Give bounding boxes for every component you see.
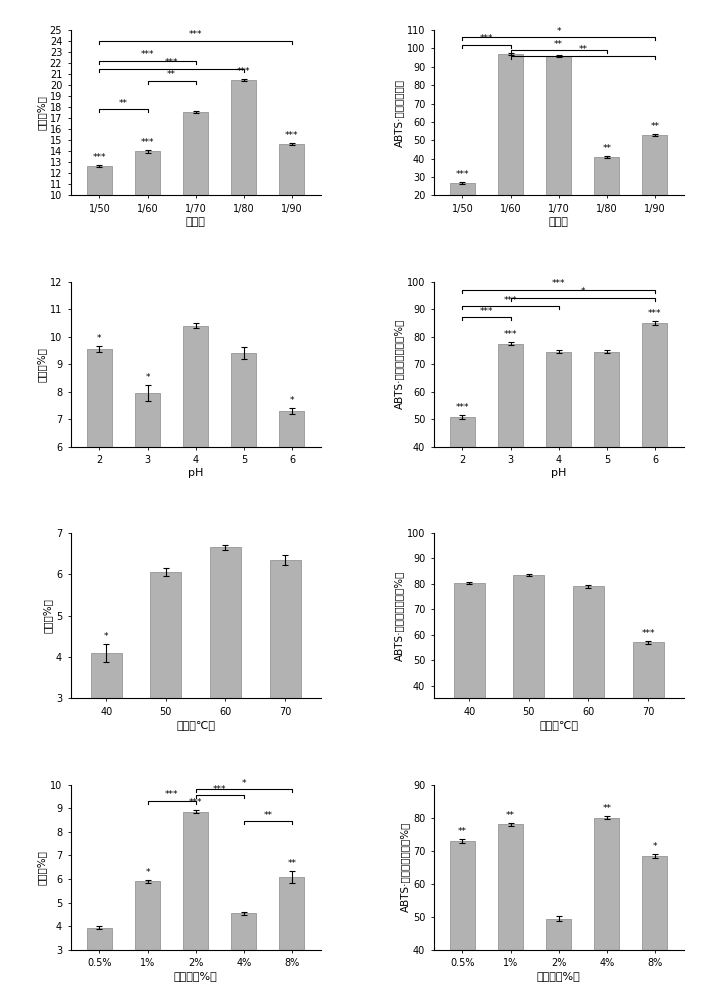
X-axis label: 料液比: 料液比 — [185, 217, 206, 227]
X-axis label: pH: pH — [551, 468, 566, 478]
Text: *: * — [145, 373, 149, 382]
Bar — [546, 56, 571, 232]
Text: ***: *** — [92, 153, 106, 162]
Bar — [450, 183, 475, 232]
Text: ***: *** — [455, 170, 469, 179]
Text: **: ** — [578, 45, 587, 54]
Text: ***: *** — [165, 790, 178, 799]
Bar — [210, 547, 241, 823]
Bar — [498, 54, 523, 232]
Bar — [87, 166, 112, 306]
Bar — [183, 112, 208, 306]
Y-axis label: ABTS·自由基清除率: ABTS·自由基清除率 — [394, 79, 404, 147]
Bar — [450, 841, 475, 1000]
Bar — [279, 144, 305, 306]
Text: **: ** — [651, 122, 659, 131]
Bar — [231, 353, 257, 612]
Text: *: * — [653, 842, 657, 851]
Y-axis label: ABTS·自由基清除率（%）: ABTS·自由基清除率（%） — [394, 319, 404, 409]
Bar — [594, 157, 619, 232]
Text: ***: *** — [642, 629, 655, 638]
Text: ***: *** — [165, 58, 178, 67]
Bar — [231, 913, 257, 1000]
Text: **: ** — [602, 804, 611, 813]
Text: *: * — [290, 396, 294, 405]
Bar — [546, 352, 571, 557]
Y-axis label: ABTS·自由基清除率（%）: ABTS·自由基清除率（%） — [394, 571, 404, 661]
Text: ***: *** — [237, 67, 250, 76]
Bar — [269, 560, 300, 823]
Y-axis label: 得率（%）: 得率（%） — [37, 850, 47, 885]
Bar — [135, 881, 160, 1000]
Text: ***: *** — [189, 30, 202, 39]
Bar — [150, 572, 181, 823]
Text: *: * — [556, 27, 561, 36]
Text: ***: *** — [141, 50, 154, 59]
Text: **: ** — [264, 811, 272, 820]
Bar — [546, 919, 571, 1000]
Bar — [231, 80, 257, 306]
Text: **: ** — [288, 859, 297, 868]
Text: *: * — [104, 632, 109, 641]
Y-axis label: 得率（%）: 得率（%） — [37, 95, 47, 130]
Text: *: * — [242, 779, 246, 788]
Bar — [642, 856, 668, 1000]
Text: ***: *** — [455, 403, 469, 412]
Bar — [513, 575, 544, 788]
Bar — [594, 818, 619, 1000]
Bar — [135, 393, 160, 612]
Text: ***: *** — [504, 330, 517, 339]
Text: ***: *** — [479, 307, 493, 316]
Text: ***: *** — [141, 138, 154, 147]
Text: ***: *** — [479, 34, 493, 43]
Bar — [632, 642, 663, 788]
Bar — [279, 877, 305, 1000]
X-axis label: 加酶量（%）: 加酶量（%） — [537, 971, 580, 981]
Text: **: ** — [119, 99, 128, 108]
Bar — [573, 586, 604, 788]
Bar — [594, 352, 619, 557]
Text: ***: *** — [552, 279, 565, 288]
Bar — [87, 928, 112, 1000]
Bar — [498, 344, 523, 557]
Text: **: ** — [458, 827, 467, 836]
Bar — [183, 812, 208, 1000]
X-axis label: pH: pH — [188, 468, 203, 478]
Bar — [642, 135, 668, 232]
Text: *: * — [145, 868, 149, 877]
Y-axis label: ABTS·自由基清除率（%）: ABTS·自由基清除率（%） — [400, 822, 410, 912]
Bar — [454, 583, 485, 788]
X-axis label: 料液比: 料液比 — [548, 217, 569, 227]
Text: ***: *** — [213, 785, 226, 794]
Text: *: * — [97, 334, 102, 343]
Text: ***: *** — [286, 131, 299, 140]
Bar — [642, 323, 668, 557]
Text: ***: *** — [189, 798, 202, 807]
Text: *: * — [580, 287, 585, 296]
Bar — [450, 417, 475, 557]
Bar — [91, 653, 122, 823]
X-axis label: 温度（℃）: 温度（℃） — [539, 720, 578, 730]
Bar — [498, 824, 523, 1000]
X-axis label: 加酶量（%）: 加酶量（%） — [174, 971, 218, 981]
Text: **: ** — [506, 811, 515, 820]
Text: **: ** — [602, 144, 611, 153]
Bar — [183, 326, 208, 612]
Y-axis label: 得率（%）: 得率（%） — [43, 598, 53, 633]
Text: ***: *** — [504, 296, 517, 305]
X-axis label: 温度（℃）: 温度（℃） — [176, 720, 215, 730]
Text: ***: *** — [648, 309, 662, 318]
Bar — [135, 151, 160, 306]
Y-axis label: 得率（%）: 得率（%） — [37, 347, 47, 382]
Text: **: ** — [554, 40, 563, 49]
Bar — [279, 411, 305, 612]
Bar — [87, 349, 112, 612]
Text: **: ** — [167, 70, 176, 79]
